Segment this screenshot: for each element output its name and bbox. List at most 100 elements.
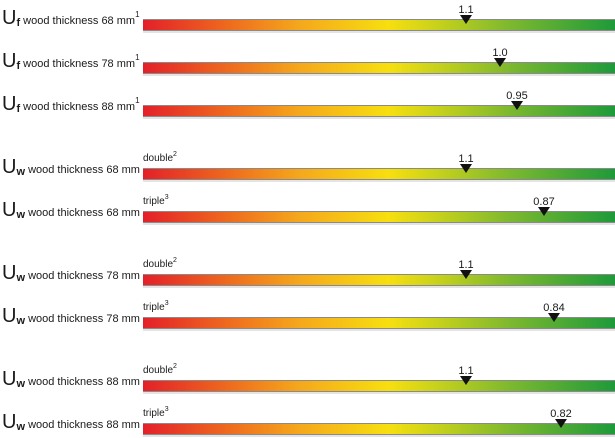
bar-shadow (143, 329, 615, 331)
row-label-symbol: U (2, 93, 17, 115)
chart-row: Uw wood thickness 78 mm triple3 0.84 (0, 300, 615, 332)
marker-triangle-icon (548, 313, 560, 322)
row-label-subscript: f (16, 17, 21, 29)
row-label-subscript: f (16, 60, 21, 72)
marker-triangle-icon (460, 270, 472, 279)
bar-shadow (143, 435, 615, 437)
glazing-label: triple3 (143, 406, 169, 421)
glazing-footnote: 3 (164, 406, 169, 413)
gradient-bar (143, 317, 615, 329)
gradient-bar (143, 62, 615, 74)
chart-row: Uw wood thickness 88 mm double2 1.1 (0, 363, 615, 395)
gradient-bar (143, 105, 615, 117)
row-label-text: wood thickness 88 mm (25, 376, 140, 388)
chart-row: Uf wood thickness 68 mm1 1.1 (0, 4, 615, 34)
value-label: 0.87 (533, 196, 555, 208)
value-label: 1.1 (458, 365, 474, 377)
row-label-symbol: U (2, 368, 17, 390)
chart-row: Uw wood thickness 68 mm triple3 0.87 (0, 194, 615, 226)
row-label-symbol: U (2, 199, 17, 221)
marker-triangle-icon (511, 101, 523, 110)
glazing-text: triple (143, 408, 165, 419)
value-label: 1.1 (458, 4, 474, 16)
row-label-footnote: 1 (135, 10, 140, 19)
row-label-text: wood thickness 68 mm (20, 15, 136, 27)
marker-triangle-icon (460, 164, 472, 173)
row-label: Uw wood thickness 88 mm (2, 369, 140, 393)
row-label-subscript: w (16, 315, 26, 327)
bar-shadow (143, 392, 615, 394)
bar-shadow (143, 117, 615, 119)
row-label: Uw wood thickness 78 mm (2, 263, 140, 287)
row-label: Uw wood thickness 68 mm (2, 157, 140, 181)
gradient-bar (143, 380, 615, 392)
row-label-subscript: w (16, 421, 26, 433)
row-label-footnote: 1 (135, 53, 140, 62)
marker-triangle-icon (538, 207, 550, 216)
row-label-subscript: w (16, 272, 26, 284)
chart-row: Uw wood thickness 68 mm double2 1.1 (0, 151, 615, 183)
row-label-text: wood thickness 78 mm (25, 313, 140, 325)
glazing-label: triple3 (143, 300, 169, 315)
row-label: Uf wood thickness 68 mm1 (2, 8, 140, 32)
row-label-subscript: w (16, 166, 26, 178)
row-label-subscript: w (16, 209, 26, 221)
row-label-footnote: 1 (135, 96, 140, 105)
row-label-symbol: U (2, 262, 17, 284)
gradient-bar (143, 274, 615, 286)
bar-shadow (143, 74, 615, 76)
row-label-text: wood thickness 68 mm (25, 164, 140, 176)
value-label: 0.84 (543, 302, 565, 314)
row-label-symbol: U (2, 156, 17, 178)
row-label-text: wood thickness 68 mm (25, 207, 140, 219)
row-label: Uf wood thickness 78 mm1 (2, 51, 140, 75)
glazing-label: double2 (143, 363, 177, 378)
gradient-bar (143, 168, 615, 180)
chart-row: Uw wood thickness 78 mm double2 1.1 (0, 257, 615, 289)
glazing-label: double2 (143, 257, 177, 272)
row-label-symbol: U (2, 411, 17, 433)
gradient-bar (143, 211, 615, 223)
glazing-text: triple (143, 196, 165, 207)
value-label: 0.95 (506, 90, 528, 102)
row-label-text: wood thickness 88 mm (20, 101, 136, 113)
row-label-symbol: U (2, 50, 17, 72)
bar-shadow (143, 180, 615, 182)
gradient-bar (143, 423, 615, 435)
value-label: 1.0 (492, 47, 508, 59)
row-label-text: wood thickness 78 mm (25, 270, 140, 282)
marker-triangle-icon (494, 58, 506, 67)
marker-triangle-icon (460, 376, 472, 385)
row-label-subscript: w (16, 378, 26, 390)
chart-row: Uf wood thickness 88 mm1 0.95 (0, 90, 615, 120)
glazing-text: double (143, 365, 174, 376)
bar-shadow (143, 223, 615, 225)
gradient-bar (143, 19, 615, 31)
bar-shadow (143, 286, 615, 288)
row-label: Uw wood thickness 78 mm (2, 306, 140, 330)
row-label: Uf wood thickness 88 mm1 (2, 94, 140, 118)
glazing-footnote: 2 (173, 257, 177, 264)
value-label: 1.1 (458, 153, 474, 165)
row-label-text: wood thickness 88 mm (25, 419, 140, 431)
row-label-subscript: f (16, 103, 21, 115)
glazing-text: double (143, 153, 174, 164)
glazing-footnote: 3 (164, 300, 169, 307)
glazing-footnote: 2 (173, 363, 177, 370)
row-label: Uw wood thickness 68 mm (2, 200, 140, 224)
glazing-label: triple3 (143, 194, 169, 209)
glazing-footnote: 2 (173, 151, 177, 158)
glazing-footnote: 3 (164, 194, 169, 201)
marker-triangle-icon (460, 15, 472, 24)
row-label-symbol: U (2, 7, 17, 29)
row-label-text: wood thickness 78 mm (20, 58, 136, 70)
glazing-text: double (143, 259, 174, 270)
row-label: Uw wood thickness 88 mm (2, 412, 140, 436)
chart-row: Uf wood thickness 78 mm1 1.0 (0, 47, 615, 77)
bar-shadow (143, 31, 615, 33)
glazing-text: triple (143, 302, 165, 313)
value-label: 0.82 (550, 408, 572, 420)
glazing-label: double2 (143, 151, 177, 166)
marker-triangle-icon (555, 419, 567, 428)
row-label-symbol: U (2, 305, 17, 327)
